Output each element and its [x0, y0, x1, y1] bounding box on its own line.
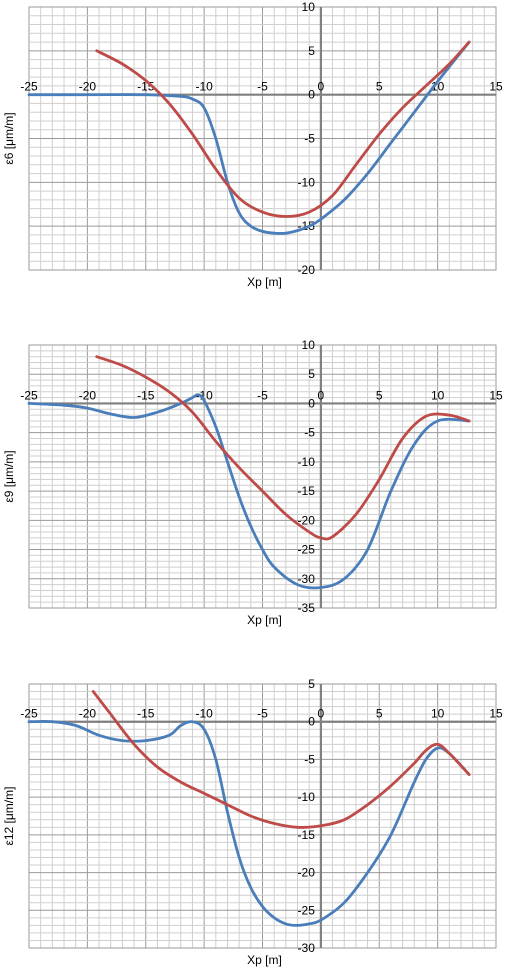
y-tick-label: 5 — [308, 367, 315, 381]
x-tick-label: 15 — [489, 388, 503, 402]
x-tick-label: -5 — [257, 707, 268, 721]
x-tick-label: 5 — [376, 80, 383, 94]
x-tick-label: 0 — [318, 80, 325, 94]
y-tick-label: 0 — [308, 715, 315, 729]
y-tick-label: -5 — [304, 752, 315, 766]
series-line-2 — [95, 40, 471, 218]
y-tick-label: -20 — [298, 866, 316, 880]
x-tick-label: 0 — [318, 388, 325, 402]
x-tick-label: -25 — [20, 388, 38, 402]
x-tick-label: 10 — [431, 80, 445, 94]
y-tick-label: -15 — [298, 484, 316, 498]
y-tick-label: -10 — [298, 175, 316, 189]
x-tick-label: 10 — [431, 707, 445, 721]
gridlines — [28, 6, 497, 271]
y-axis-label: ε9 [μm/m] — [2, 450, 16, 502]
x-tick-label: -25 — [20, 707, 38, 721]
y-tick-label: -35 — [298, 601, 316, 615]
x-tick-label: -10 — [195, 707, 213, 721]
x-tick-label: -5 — [257, 80, 268, 94]
x-tick-label: -25 — [20, 80, 38, 94]
chart-2: -25 -20 -15 -10 -5 0 5 10 151050-5-10-15-20-25-3… — [2, 338, 503, 627]
y-tick-label: -5 — [304, 132, 315, 146]
series-line-1 — [27, 40, 471, 235]
y-tick-label: -20 — [298, 513, 316, 527]
y-axis-label: ε6 [μm/m] — [2, 112, 16, 164]
x-tick-label: -10 — [195, 80, 213, 94]
x-axis-label: Xp [m] — [247, 953, 282, 967]
y-tick-label: 10 — [302, 338, 316, 352]
x-tick-label: -20 — [79, 80, 97, 94]
x-tick-label: 15 — [489, 707, 503, 721]
y-tick-label: -10 — [298, 455, 316, 469]
x-tick-label: -20 — [79, 388, 97, 402]
x-tick-label: 0 — [318, 707, 325, 721]
y-tick-label: 0 — [308, 396, 315, 410]
x-tick-label: 5 — [376, 388, 383, 402]
y-axis-label: ε12 [μm/m] — [2, 787, 16, 846]
y-tick-label: 0 — [308, 88, 315, 102]
y-tick-label: 5 — [308, 44, 315, 58]
x-tick-label: -5 — [257, 388, 268, 402]
x-tick-label: -20 — [79, 707, 97, 721]
y-tick-label: -10 — [298, 790, 316, 804]
y-tick-label: 10 — [302, 0, 316, 14]
x-tick-label: 5 — [376, 707, 383, 721]
series-line-2 — [95, 355, 471, 541]
y-tick-label: -30 — [298, 941, 316, 955]
y-tick-label: -20 — [298, 263, 316, 277]
x-axis-label: Xp [m] — [247, 613, 282, 627]
series-line-1 — [27, 720, 471, 927]
x-tick-label: 15 — [489, 80, 503, 94]
y-tick-label: -25 — [298, 543, 316, 557]
x-tick-label: -10 — [195, 388, 213, 402]
series-line-1 — [27, 393, 471, 590]
y-tick-label: 5 — [308, 677, 315, 691]
x-tick-label: -15 — [137, 707, 155, 721]
x-tick-label: -15 — [137, 388, 155, 402]
y-tick-label: -30 — [298, 572, 316, 586]
y-tick-label: -5 — [304, 426, 315, 440]
chart-3: -25 -20 -15 -10 -5 0 5 10 15 5 0 -5 -10 -15 -20 -25 -30 X… — [2, 677, 503, 967]
series-line-2 — [91, 690, 471, 829]
gridlines — [28, 344, 497, 609]
y-tick-label: -25 — [298, 903, 316, 917]
y-tick-label: -15 — [298, 828, 316, 842]
x-tick-label: 10 — [431, 388, 445, 402]
x-axis-label: Xp [m] — [247, 275, 282, 289]
